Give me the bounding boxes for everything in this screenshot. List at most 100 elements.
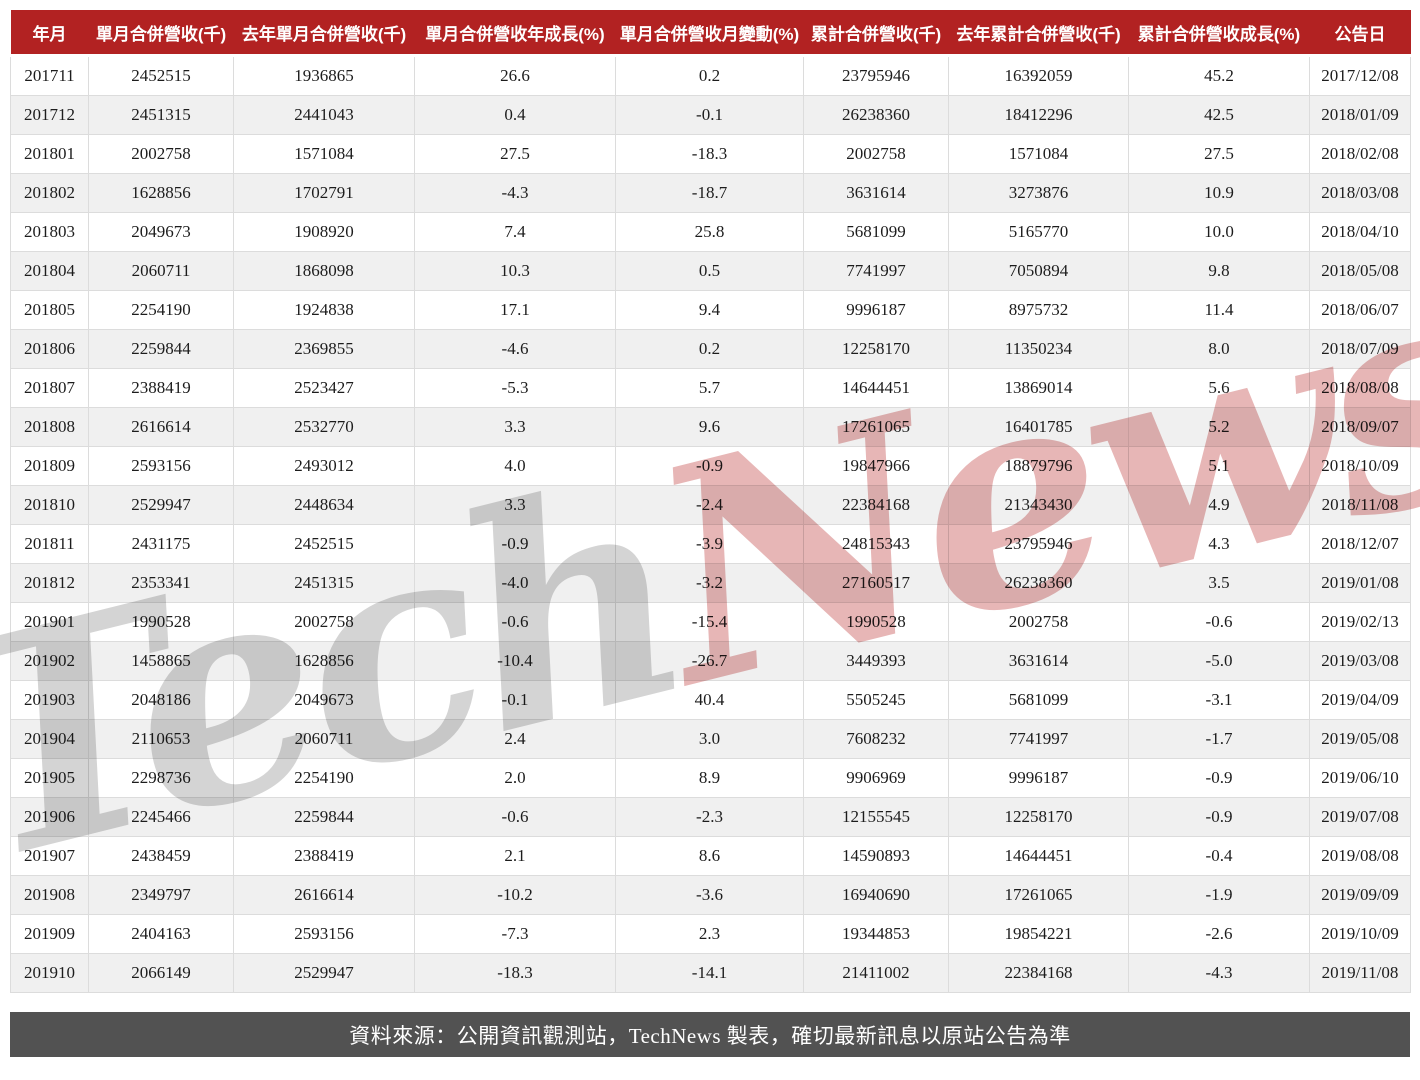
table-row: 201804 2060711 1868098 10.3 0.5 7741997 705089… xyxy=(10,251,1411,291)
cell-last-year-monthly-revenue: 2002758 xyxy=(233,602,415,642)
cell-mom-change: -26.7 xyxy=(615,641,804,681)
cell-announce-date: 2018/07/09 xyxy=(1309,329,1411,369)
cell-yoy-growth: -0.6 xyxy=(414,602,616,642)
table-row: 201909 2404163 2593156 -7.3 2.3 19344853 19854… xyxy=(10,914,1411,954)
cell-cumulative-growth: 5.6 xyxy=(1128,368,1310,408)
cell-last-year-cumulative-revenue: 22384168 xyxy=(948,953,1129,993)
cell-announce-date: 2018/02/08 xyxy=(1309,134,1411,174)
column-header-yoy-growth: 單月合併營收年成長(%) xyxy=(414,10,616,57)
table-row: 201806 2259844 2369855 -4.6 0.2 12258170 11350… xyxy=(10,329,1411,369)
cell-mom-change: 2.3 xyxy=(615,914,804,954)
cell-last-year-cumulative-revenue: 3273876 xyxy=(948,173,1129,213)
cell-yoy-growth: 17.1 xyxy=(414,290,616,330)
cell-last-year-monthly-revenue: 2529947 xyxy=(233,953,415,993)
cell-last-year-monthly-revenue: 2369855 xyxy=(233,329,415,369)
cell-yoy-growth: -0.6 xyxy=(414,797,616,837)
cell-yoy-growth: 26.6 xyxy=(414,55,616,96)
cell-cumulative-revenue: 14590893 xyxy=(803,836,949,876)
column-header-cumulative-revenue: 累計合併營收(千) xyxy=(803,10,949,57)
cell-announce-date: 2018/04/10 xyxy=(1309,212,1411,252)
cell-announce-date: 2019/08/08 xyxy=(1309,836,1411,876)
table-row: 201901 1990528 2002758 -0.6 -15.4 1990528 2002… xyxy=(10,602,1411,642)
cell-cumulative-revenue: 12155545 xyxy=(803,797,949,837)
column-header-monthly-revenue: 單月合併營收(千) xyxy=(88,10,234,57)
cell-yoy-growth: -4.3 xyxy=(414,173,616,213)
cell-cumulative-revenue: 24815343 xyxy=(803,524,949,564)
cell-last-year-cumulative-revenue: 12258170 xyxy=(948,797,1129,837)
column-header-cumulative-growth: 累計合併營收成長(%) xyxy=(1128,10,1310,57)
cell-cumulative-growth: 5.2 xyxy=(1128,407,1310,447)
cell-cumulative-growth: 10.0 xyxy=(1128,212,1310,252)
table-row: 201810 2529947 2448634 3.3 -2.4 22384168 21343… xyxy=(10,485,1411,525)
cell-yoy-growth: 3.3 xyxy=(414,407,616,447)
cell-yoy-growth: -5.3 xyxy=(414,368,616,408)
cell-monthly-revenue: 2060711 xyxy=(88,251,234,291)
cell-year-month: 201907 xyxy=(10,836,89,876)
cell-mom-change: -18.3 xyxy=(615,134,804,174)
cell-mom-change: -2.3 xyxy=(615,797,804,837)
cell-announce-date: 2017/12/08 xyxy=(1309,55,1411,96)
cell-cumulative-growth: 10.9 xyxy=(1128,173,1310,213)
cell-last-year-monthly-revenue: 2616614 xyxy=(233,875,415,915)
cell-monthly-revenue: 2049673 xyxy=(88,212,234,252)
cell-yoy-growth: 10.3 xyxy=(414,251,616,291)
cell-mom-change: -0.9 xyxy=(615,446,804,486)
table-row: 201812 2353341 2451315 -4.0 -3.2 27160517 2623… xyxy=(10,563,1411,603)
cell-year-month: 201901 xyxy=(10,602,89,642)
cell-cumulative-revenue: 5681099 xyxy=(803,212,949,252)
cell-year-month: 201801 xyxy=(10,134,89,174)
table-row: 201906 2245466 2259844 -0.6 -2.3 12155545 1225… xyxy=(10,797,1411,837)
cell-last-year-cumulative-revenue: 11350234 xyxy=(948,329,1129,369)
cell-monthly-revenue: 2353341 xyxy=(88,563,234,603)
table-header: 年月 單月合併營收(千) 去年單月合併營收(千) 單月合併營收年成長(%) 單月合併營收… xyxy=(10,10,1411,57)
cell-announce-date: 2019/03/08 xyxy=(1309,641,1411,681)
cell-cumulative-revenue: 26238360 xyxy=(803,95,949,135)
cell-announce-date: 2018/05/08 xyxy=(1309,251,1411,291)
cell-last-year-monthly-revenue: 1628856 xyxy=(233,641,415,681)
cell-cumulative-revenue: 17261065 xyxy=(803,407,949,447)
cell-last-year-cumulative-revenue: 18879796 xyxy=(948,446,1129,486)
cell-year-month: 201806 xyxy=(10,329,89,369)
cell-cumulative-growth: 45.2 xyxy=(1128,55,1310,96)
cell-mom-change: 8.9 xyxy=(615,758,804,798)
cell-mom-change: 0.2 xyxy=(615,329,804,369)
cell-year-month: 201908 xyxy=(10,875,89,915)
cell-year-month: 201910 xyxy=(10,953,89,993)
table-header-row: 年月 單月合併營收(千) 去年單月合併營收(千) 單月合併營收年成長(%) 單月合併營收… xyxy=(10,10,1411,57)
cell-year-month: 201712 xyxy=(10,95,89,135)
cell-cumulative-revenue: 21411002 xyxy=(803,953,949,993)
table-row: 201805 2254190 1924838 17.1 9.4 9996187 897573… xyxy=(10,290,1411,330)
cell-monthly-revenue: 2254190 xyxy=(88,290,234,330)
cell-cumulative-revenue: 1990528 xyxy=(803,602,949,642)
cell-last-year-monthly-revenue: 2254190 xyxy=(233,758,415,798)
cell-monthly-revenue: 2404163 xyxy=(88,914,234,954)
cell-mom-change: 8.6 xyxy=(615,836,804,876)
cell-mom-change: 0.5 xyxy=(615,251,804,291)
cell-cumulative-revenue: 27160517 xyxy=(803,563,949,603)
cell-yoy-growth: -10.4 xyxy=(414,641,616,681)
cell-year-month: 201903 xyxy=(10,680,89,720)
cell-cumulative-growth: -0.6 xyxy=(1128,602,1310,642)
cell-last-year-cumulative-revenue: 2002758 xyxy=(948,602,1129,642)
cell-announce-date: 2019/09/09 xyxy=(1309,875,1411,915)
cell-monthly-revenue: 1990528 xyxy=(88,602,234,642)
cell-last-year-monthly-revenue: 2259844 xyxy=(233,797,415,837)
cell-cumulative-growth: -0.9 xyxy=(1128,797,1310,837)
cell-last-year-monthly-revenue: 1908920 xyxy=(233,212,415,252)
cell-year-month: 201805 xyxy=(10,290,89,330)
cell-year-month: 201909 xyxy=(10,914,89,954)
cell-monthly-revenue: 2245466 xyxy=(88,797,234,837)
cell-announce-date: 2019/06/10 xyxy=(1309,758,1411,798)
cell-yoy-growth: 4.0 xyxy=(414,446,616,486)
cell-mom-change: -3.9 xyxy=(615,524,804,564)
cell-last-year-cumulative-revenue: 5165770 xyxy=(948,212,1129,252)
cell-yoy-growth: 2.1 xyxy=(414,836,616,876)
cell-cumulative-growth: -4.3 xyxy=(1128,953,1310,993)
cell-last-year-monthly-revenue: 2451315 xyxy=(233,563,415,603)
cell-yoy-growth: -10.2 xyxy=(414,875,616,915)
cell-mom-change: -2.4 xyxy=(615,485,804,525)
cell-yoy-growth: -4.0 xyxy=(414,563,616,603)
table-row: 201902 1458865 1628856 -10.4 -26.7 3449393 363… xyxy=(10,641,1411,681)
cell-monthly-revenue: 2110653 xyxy=(88,719,234,759)
cell-year-month: 201802 xyxy=(10,173,89,213)
